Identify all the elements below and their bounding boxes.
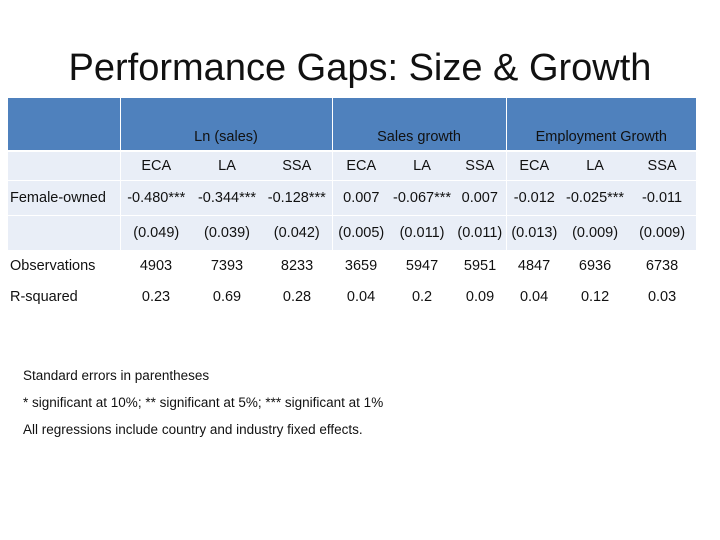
slide-title: Performance Gaps: Size & Growth bbox=[68, 47, 652, 89]
subheader-eca: ECA bbox=[506, 150, 563, 181]
row-label: Female-owned bbox=[8, 180, 121, 216]
table-cell: 0.12 bbox=[580, 288, 610, 305]
group-header-row: Ln (sales) Sales growth Employment Growt… bbox=[8, 98, 697, 151]
subheader-la: LA bbox=[562, 150, 629, 181]
table-cell: 5951 bbox=[463, 257, 497, 274]
table-cell: (0.011) bbox=[454, 215, 507, 250]
corner-cell bbox=[8, 98, 121, 151]
table-cell: 0.69 bbox=[212, 288, 242, 305]
subheader-eca: ECA bbox=[120, 150, 192, 181]
table-cell: 0.23 bbox=[141, 288, 171, 305]
table-cell: (0.049) bbox=[120, 215, 192, 250]
table-cell: 0.28 bbox=[282, 288, 312, 305]
table-cell: 0.09 bbox=[465, 288, 495, 305]
row-label: R-squared bbox=[10, 288, 78, 305]
table-cell: 0.04 bbox=[346, 288, 376, 305]
note-fixed-effects: All regressions include country and indu… bbox=[23, 422, 363, 437]
note-standard-errors: Standard errors in parentheses bbox=[23, 368, 210, 383]
table-cell: (0.013) bbox=[506, 215, 563, 250]
table-cell: -0.067*** bbox=[390, 180, 455, 216]
note-significance: * significant at 10%; ** significant at … bbox=[23, 395, 384, 410]
subheader-ssa: SSA bbox=[454, 150, 507, 181]
table-cell: -0.128*** bbox=[262, 180, 333, 216]
table-cell: 0.04 bbox=[519, 288, 549, 305]
group-header-sales-growth: Sales growth bbox=[332, 98, 507, 151]
subheader-la: LA bbox=[390, 150, 455, 181]
table-cell: 5947 bbox=[405, 257, 439, 274]
table-cell: 0.03 bbox=[647, 288, 677, 305]
table-notes: Standard errors in parentheses * signifi… bbox=[23, 362, 383, 443]
table-cell: 6738 bbox=[645, 257, 679, 274]
table-cell: -0.025*** bbox=[562, 180, 629, 216]
group-header-employment-growth: Employment Growth bbox=[506, 98, 697, 151]
table-cell: -0.344*** bbox=[192, 180, 262, 216]
table-cell: -0.011 bbox=[628, 180, 697, 216]
row-label: Observations bbox=[10, 257, 96, 274]
subheader-row: ECA LA SSA ECA LA SSA ECA LA SSA bbox=[8, 150, 697, 181]
table-cell: (0.009) bbox=[562, 215, 629, 250]
row-label bbox=[8, 215, 121, 250]
regression-table: Ln (sales) Sales growth Employment Growt… bbox=[8, 98, 697, 312]
table-row-observations: Observations 4903 7393 8233 3659 5947 59… bbox=[8, 250, 696, 281]
table-cell: 4903 bbox=[139, 257, 173, 274]
table-cell: 6936 bbox=[578, 257, 612, 274]
table-cell: 0.007 bbox=[454, 180, 507, 216]
table-cell: 7393 bbox=[210, 257, 244, 274]
subheader-ssa: SSA bbox=[262, 150, 333, 181]
table-cell: (0.042) bbox=[262, 215, 333, 250]
group-header-ln-sales: Ln (sales) bbox=[120, 98, 333, 151]
table-cell: 3659 bbox=[344, 257, 378, 274]
table-cell: 8233 bbox=[280, 257, 314, 274]
table-cell: (0.009) bbox=[628, 215, 697, 250]
table-row-r-squared: R-squared 0.23 0.69 0.28 0.04 0.2 0.09 0… bbox=[8, 281, 696, 312]
table-cell: -0.480*** bbox=[120, 180, 192, 216]
table-cell: 0.2 bbox=[411, 288, 433, 305]
table-cell: (0.039) bbox=[192, 215, 262, 250]
table-cell: -0.012 bbox=[506, 180, 563, 216]
table-row-standard-errors: (0.049) (0.039) (0.042) (0.005) (0.011) … bbox=[8, 215, 697, 250]
subheader-label bbox=[8, 150, 121, 181]
table-row-female-owned: Female-owned -0.480*** -0.344*** -0.128*… bbox=[8, 180, 697, 216]
table-cell: (0.005) bbox=[332, 215, 391, 250]
subheader-ssa: SSA bbox=[628, 150, 697, 181]
subheader-la: LA bbox=[192, 150, 262, 181]
table-cell: (0.011) bbox=[390, 215, 455, 250]
subheader-eca: ECA bbox=[332, 150, 391, 181]
table-cell: 4847 bbox=[517, 257, 551, 274]
table-cell: 0.007 bbox=[332, 180, 391, 216]
